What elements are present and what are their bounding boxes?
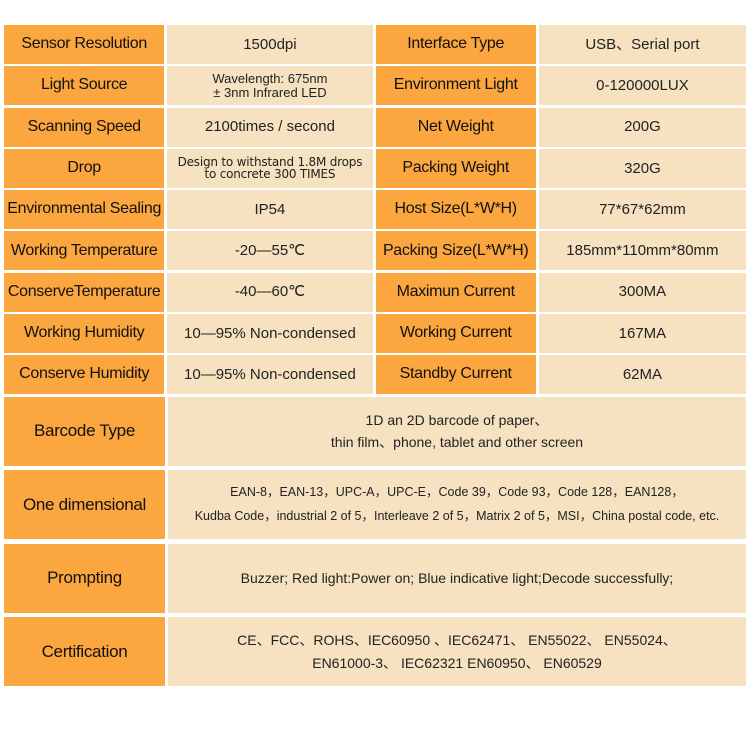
spec-label: Packing Weight <box>375 148 536 188</box>
spec-label: Environmental Sealing <box>4 190 165 230</box>
spec-value: 62MA <box>538 355 746 395</box>
spec-label: Scanning Speed <box>4 107 165 147</box>
spec-label: ConserveTemperature <box>4 272 165 312</box>
spec-row: Drop Design to withstand 1.8M drops to co… <box>4 148 746 188</box>
spec-value: 1500dpi <box>167 25 373 64</box>
spec-value: 1D an 2D barcode of paper、 thin film、phon… <box>168 396 746 466</box>
spec-label: Environment Light <box>375 66 536 106</box>
spec-row: Working Humidity 10—95% Non-condensed Work… <box>4 314 746 354</box>
spec-label: Certification <box>4 617 165 687</box>
spec-value: 200G <box>538 107 746 147</box>
spec-label: Conserve Humidity <box>4 355 165 395</box>
spec-value: 185mm*110mm*80mm <box>538 231 746 271</box>
spec-value-line: CE、FCC、ROHS、IEC60950 、IEC62471、 EN55022、… <box>237 632 677 649</box>
spec-label: Barcode Type <box>4 396 165 466</box>
spec-value: CE、FCC、ROHS、IEC60950 、IEC62471、 EN55022、… <box>168 617 746 687</box>
spec-value-line: Kudba Code，industrial 2 of 5，Interleave … <box>194 508 720 523</box>
spec-value-line: EAN-8，EAN-13，UPC-A，UPC-E，Code 39，Code 93… <box>230 484 684 499</box>
spec-row-wide: Barcode Type 1D an 2D barcode of paper、 th… <box>4 396 746 466</box>
spec-label: Working Current <box>375 314 536 354</box>
spec-value: 77*67*62mm <box>538 190 746 230</box>
spec-value-line: 1D an 2D barcode of paper、 <box>365 411 549 428</box>
spec-table: Sensor Resolution 1500dpi Interface Type US… <box>4 25 746 691</box>
spec-value-line: EN61000-3、 IEC62321 EN60950、 EN60529 <box>312 654 602 671</box>
spec-row: Sensor Resolution 1500dpi Interface Type US… <box>4 25 746 64</box>
spec-value-line: thin film、phone, tablet and other screen <box>330 434 584 451</box>
spec-label: Packing Size(L*W*H) <box>375 231 536 271</box>
spec-label: Standby Current <box>375 355 536 395</box>
spec-value: 10—95% Non-condensed <box>167 355 373 395</box>
spec-row: Scanning Speed 2100times / second Net Weig… <box>4 107 746 147</box>
spec-value: 0-120000LUX <box>538 66 746 106</box>
spec-value-line: Buzzer; Red light:Power on; Blue indicat… <box>240 569 674 586</box>
spec-row: Working Temperature -20—55℃ Packing Size(L… <box>4 231 746 271</box>
spec-value: 300MA <box>538 272 746 312</box>
spec-label: Working Temperature <box>4 231 165 271</box>
spec-row: Environmental Sealing IP54 Host Size(L*W*H… <box>4 190 746 230</box>
spec-label: Host Size(L*W*H) <box>375 190 536 230</box>
spec-label: Light Source <box>4 66 165 106</box>
spec-value: 167MA <box>538 314 746 354</box>
spec-label: Net Weight <box>375 107 536 147</box>
spec-label: Prompting <box>4 543 165 613</box>
spec-value: -20—55℃ <box>167 231 373 271</box>
spec-value: -40—60℃ <box>167 272 373 312</box>
spec-label: Maximun Current <box>375 272 536 312</box>
spec-label: Sensor Resolution <box>4 25 165 64</box>
spec-label: Interface Type <box>375 25 536 64</box>
spec-value: Wavelength: 675nm ± 3nm Infrared LED <box>167 66 373 106</box>
spec-row: Conserve Humidity 10—95% Non-condensed Sta… <box>4 355 746 395</box>
spec-value: Design to withstand 1.8M drops to concre… <box>167 148 373 188</box>
spec-label: Working Humidity <box>4 314 165 354</box>
spec-value: 2100times / second <box>167 107 373 147</box>
spec-label: One dimensional <box>4 470 165 540</box>
spec-value: IP54 <box>167 190 373 230</box>
spec-row-wide: One dimensional EAN-8，EAN-13，UPC-A，UPC-E，… <box>4 470 746 540</box>
spec-value: EAN-8，EAN-13，UPC-A，UPC-E，Code 39，Code 93… <box>168 470 746 540</box>
spec-row: Light Source Wavelength: 675nm ± 3nm Infr… <box>4 66 746 106</box>
spec-row-wide: Certification CE、FCC、ROHS、IEC60950 、IEC62… <box>4 617 746 687</box>
spec-row-wide: Prompting Buzzer; Red light:Power on; Blu… <box>4 543 746 613</box>
spec-row: ConserveTemperature -40—60℃ Maximun Curren… <box>4 272 746 312</box>
spec-label: Drop <box>4 148 165 188</box>
spec-value: Buzzer; Red light:Power on; Blue indicat… <box>168 543 746 613</box>
spec-value: USB、Serial port <box>538 25 746 64</box>
spec-value: 10—95% Non-condensed <box>167 314 373 354</box>
spec-value: 320G <box>538 148 746 188</box>
